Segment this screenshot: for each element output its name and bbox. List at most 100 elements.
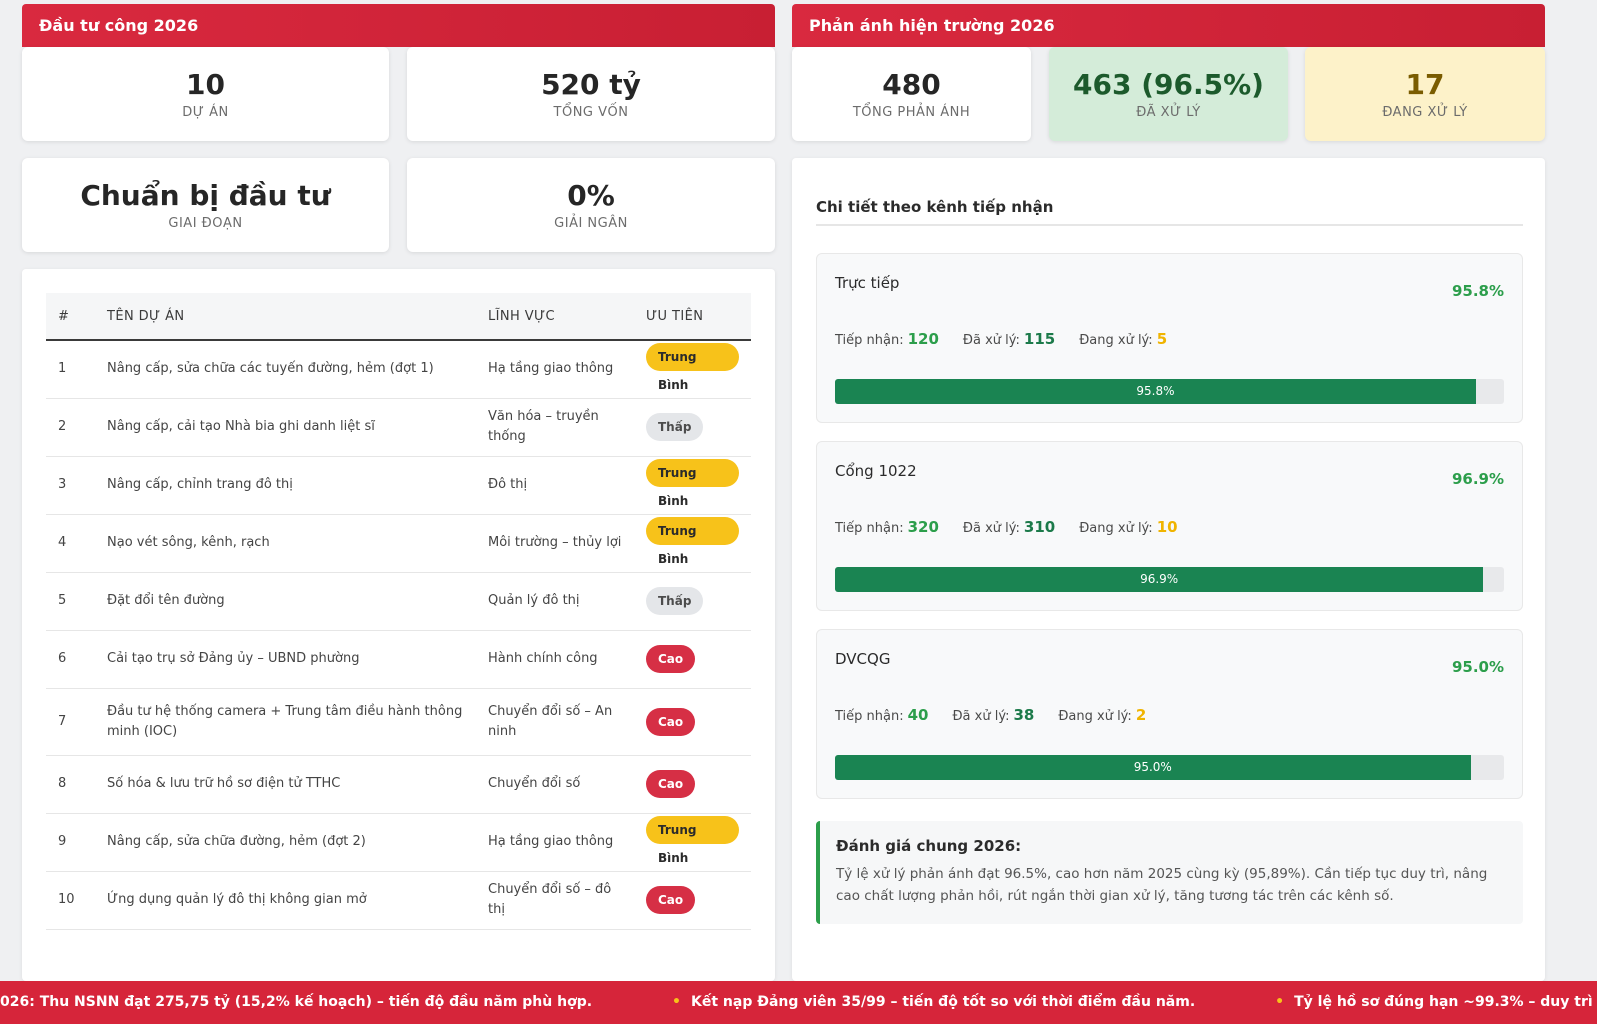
pending-stat: Đang xử lý: 2	[1058, 706, 1146, 724]
received-label: Tiếp nhận:	[835, 709, 904, 724]
table-row[interactable]: 1 Nâng cấp, sửa chữa các tuyến đường, hẻm…	[46, 340, 751, 399]
project-name: Nâng cấp, chỉnh trang đô thị	[95, 456, 476, 515]
row-number: 10	[46, 871, 95, 930]
project-field: Chuyển đổi số – đô thị	[476, 871, 634, 930]
channel-percent: 95.8%	[1451, 282, 1504, 300]
priority-badge: Cao	[646, 770, 696, 798]
received-stat: Tiếp nhận: 40	[835, 706, 928, 724]
row-number: 2	[46, 398, 95, 457]
channels-panel: Chi tiết theo kênh tiếp nhận Trực tiếp 95…	[792, 158, 1545, 981]
progress-bar: 96.9%	[835, 567, 1504, 592]
pending-value: 10	[1156, 518, 1178, 536]
table-row[interactable]: 8 Số hóa & lưu trữ hồ sơ điện tử TTHC Chuy…	[46, 755, 751, 814]
project-field: Chuyển đổi số	[476, 755, 634, 814]
row-number: 6	[46, 630, 95, 689]
received-label: Tiếp nhận:	[835, 521, 904, 536]
done-value: 115	[1023, 330, 1056, 348]
project-name: Ứng dụng quản lý đô thị không gian mở	[95, 871, 476, 930]
ticker-separator: •	[1275, 994, 1285, 1010]
project-priority-cell: Cao	[634, 871, 751, 930]
project-name: Cải tạo trụ sở Đảng ủy – UBND phường	[95, 630, 476, 689]
pending-value: 5	[1156, 330, 1168, 348]
stat-value: 463 (96.5%)	[1073, 68, 1264, 101]
pending-label: Đang xử lý:	[1058, 709, 1132, 724]
column-header-field: LĨNH VỰC	[488, 308, 556, 324]
table-row[interactable]: 3 Nâng cấp, chỉnh trang đô thị Đô thị Trung…	[46, 456, 751, 515]
project-field: Chuyển đổi số – An ninh	[476, 688, 634, 756]
stat-value: 480	[882, 68, 941, 101]
done-stat: Đã xử lý: 310	[963, 518, 1055, 536]
project-name: Nâng cấp, cải tạo Nhà bia ghi danh liệt …	[95, 398, 476, 457]
ticker-track: 026: Thu NSNN đạt 275,75 tỷ (15,2% kế ho…	[0, 981, 1597, 1024]
channels-detail-title: Chi tiết theo kênh tiếp nhận	[816, 198, 1523, 226]
row-number: 5	[46, 572, 95, 631]
done-value: 310	[1023, 518, 1056, 536]
row-number: 4	[46, 514, 95, 573]
progress-fill: 95.8%	[835, 379, 1476, 404]
project-field: Văn hóa – truyền thống	[476, 398, 634, 457]
done-label: Đã xử lý:	[952, 709, 1010, 724]
table-row[interactable]: 7 Đầu tư hệ thống camera + Trung tâm điều…	[46, 688, 751, 756]
project-priority-cell: Thấp	[634, 398, 751, 457]
priority-badge: Cao	[646, 886, 696, 914]
row-number: 9	[46, 813, 95, 872]
channel-percent: 96.9%	[1451, 470, 1504, 488]
channel-stats: Tiếp nhận: 320 Đã xử lý: 310 Đang xử lý: 10	[835, 518, 1178, 536]
channel-name: Cổng 1022	[835, 462, 917, 480]
done-stat: Đã xử lý: 38	[952, 706, 1034, 724]
stat-card-processed: 463 (96.5%) ĐÃ XỬ LÝ	[1049, 47, 1288, 141]
progress-bar: 95.8%	[835, 379, 1504, 404]
project-priority-cell: Cao	[634, 755, 751, 814]
row-number: 7	[46, 688, 95, 756]
stat-value: 10	[186, 68, 225, 101]
table-row[interactable]: 4 Nạo vét sông, kênh, rạch Môi trường – th…	[46, 514, 751, 573]
project-name: Đầu tư hệ thống camera + Trung tâm điều …	[95, 688, 476, 756]
ticker-separator: •	[672, 994, 681, 1010]
stat-label: ĐANG XỬ LÝ	[1382, 105, 1468, 120]
received-value: 40	[907, 706, 929, 724]
received-stat: Tiếp nhận: 120	[835, 330, 939, 348]
table-row[interactable]: 10 Ứng dụng quản lý đô thị không gian mở C…	[46, 871, 751, 930]
pending-label: Đang xử lý:	[1079, 333, 1153, 348]
stat-label: DỰ ÁN	[182, 105, 229, 120]
project-field: Quản lý đô thị	[476, 572, 634, 631]
project-name: Số hóa & lưu trữ hồ sơ điện tử TTHC	[95, 755, 476, 814]
progress-bar: 95.0%	[835, 755, 1504, 780]
stat-card-projects: 10 DỰ ÁN	[22, 47, 389, 141]
row-number: 1	[46, 340, 95, 399]
project-priority-cell: Trung Bình	[634, 456, 751, 515]
stat-value: 17	[1405, 68, 1445, 101]
news-ticker[interactable]: 026: Thu NSNN đạt 275,75 tỷ (15,2% kế ho…	[0, 981, 1597, 1024]
project-name: Đặt đổi tên đường	[95, 572, 476, 631]
priority-badge: Thấp	[646, 413, 704, 441]
pending-value: 2	[1135, 706, 1147, 724]
stat-label: GIẢI NGÂN	[554, 216, 628, 231]
done-value: 38	[1013, 706, 1035, 724]
table-row[interactable]: 2 Nâng cấp, cải tạo Nhà bia ghi danh liệt…	[46, 398, 751, 457]
project-name: Nạo vét sông, kênh, rạch	[95, 514, 476, 573]
table-header-row: # TÊN DỰ ÁN LĨNH VỰC ƯU TIÊN	[46, 293, 751, 340]
table-row[interactable]: 9 Nâng cấp, sửa chữa đường, hẻm (đợt 2) Hạ…	[46, 813, 751, 872]
channel-card: DVCQG 95.0% Tiếp nhận: 40 Đã xử lý: 38 Đang xử…	[816, 629, 1523, 799]
ticker-item: Kết nạp Đảng viên 35/99 – tiến độ tốt so…	[691, 994, 1196, 1010]
table-row[interactable]: 5 Đặt đổi tên đường Quản lý đô thị Thấp	[46, 572, 751, 631]
projects-table: # TÊN DỰ ÁN LĨNH VỰC ƯU TIÊN 1 Nâng cấp, …	[46, 293, 751, 930]
table-row[interactable]: 6 Cải tạo trụ sở Đảng ủy – UBND phường Hàn…	[46, 630, 751, 689]
done-label: Đã xử lý:	[962, 521, 1020, 536]
project-field: Hành chính công	[476, 630, 634, 689]
stat-label: TỔNG VỐN	[553, 105, 629, 120]
projects-panel: # TÊN DỰ ÁN LĨNH VỰC ƯU TIÊN 1 Nâng cấp, …	[22, 269, 775, 981]
stat-card-disbursement: 0% GIẢI NGÂN	[407, 158, 775, 252]
stat-card-total-capital: 520 tỷ TỔNG VỐN	[407, 47, 775, 141]
stat-value: Chuẩn bị đầu tư	[80, 179, 331, 212]
pending-stat: Đang xử lý: 10	[1079, 518, 1177, 536]
project-name: Nâng cấp, sửa chữa đường, hẻm (đợt 2)	[95, 813, 476, 872]
column-header-no: #	[58, 308, 70, 324]
priority-badge: Trung Bình	[646, 458, 739, 508]
channel-card: Cổng 1022 96.9% Tiếp nhận: 320 Đã xử lý: 310 Đ…	[816, 441, 1523, 611]
stat-card-in-progress: 17 ĐANG XỬ LÝ	[1305, 47, 1545, 141]
progress-fill: 95.0%	[835, 755, 1471, 780]
project-priority-cell: Cao	[634, 630, 751, 689]
projects-table-wrapper: # TÊN DỰ ÁN LĨNH VỰC ƯU TIÊN 1 Nâng cấp, …	[46, 293, 751, 930]
priority-badge: Trung Bình	[646, 815, 739, 865]
